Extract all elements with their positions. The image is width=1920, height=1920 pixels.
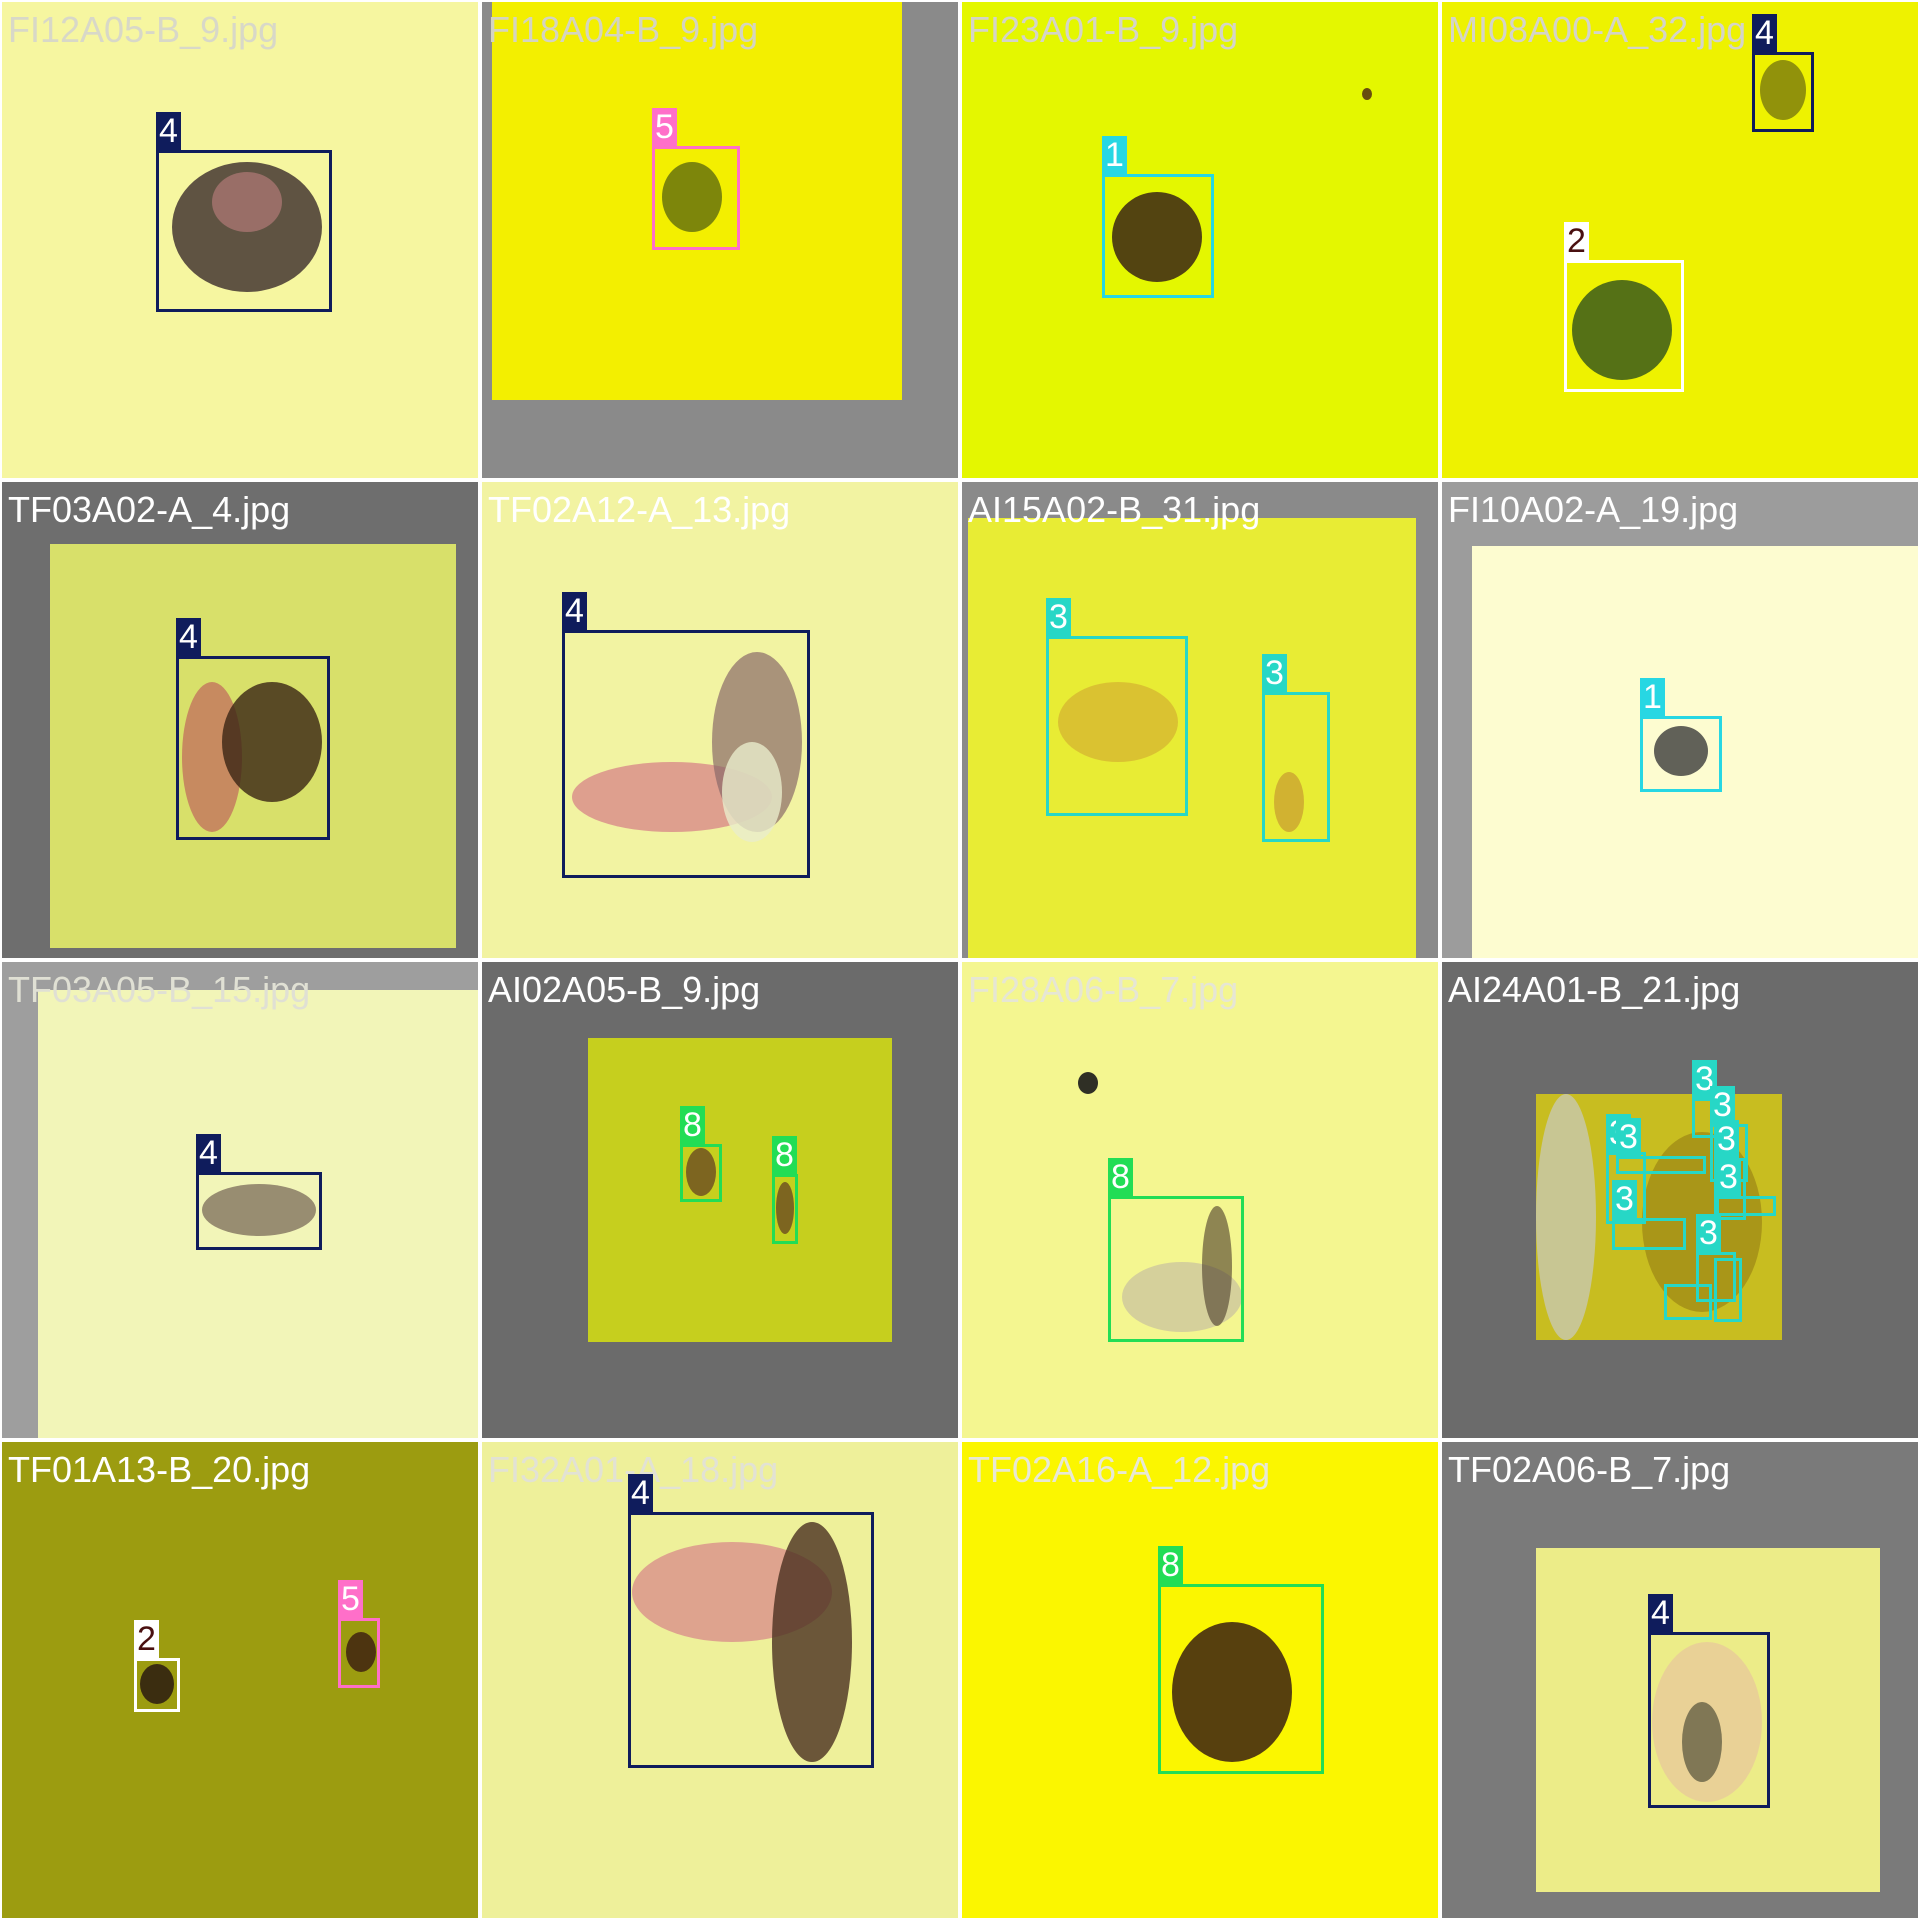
detection-class-label: 3 (1716, 1158, 1741, 1196)
image-tile: TF02A06-B_7.jpg 4 (1442, 1442, 1918, 1918)
detection-box (156, 150, 332, 312)
detection-class-label: 3 (1046, 598, 1071, 636)
detection-box (1262, 692, 1330, 842)
detection-box (628, 1512, 874, 1768)
detection-class-label: 3 (1612, 1180, 1637, 1218)
detection-class-label: 8 (772, 1136, 797, 1174)
detection-class-label: 3 (1710, 1086, 1735, 1124)
sticky-trap-photo (1442, 2, 1918, 478)
detection-class-label: 4 (1752, 14, 1777, 52)
insect-specimen (1362, 88, 1372, 100)
image-tile: FI12A05-B_9.jpg 4 (2, 2, 478, 478)
detection-box (1640, 716, 1722, 792)
sticky-trap-photo (588, 1038, 892, 1342)
image-tile: AI15A02-B_31.jpg 3 3 (962, 482, 1438, 958)
image-tile: FI10A02-A_19.jpg 1 (1442, 482, 1918, 958)
detection-box (1752, 52, 1814, 132)
image-tile: TF03A05-B_15.jpg 4 (2, 962, 478, 1438)
detection-class-label: 4 (196, 1134, 221, 1172)
detection-box (562, 630, 810, 878)
detection-box (1108, 1196, 1244, 1342)
detection-box (134, 1658, 180, 1712)
tile-filename: AI24A01-B_21.jpg (1448, 970, 1740, 1010)
detection-class-label: 2 (134, 1620, 159, 1658)
image-tile: FI28A06-B_7.jpg 8 (962, 962, 1438, 1438)
tile-filename: TF02A06-B_7.jpg (1448, 1450, 1730, 1490)
detection-box (338, 1618, 380, 1688)
detection-class-label: 1 (1640, 678, 1665, 716)
tile-filename: FI18A04-B_9.jpg (488, 10, 758, 50)
detection-class-label: 2 (1564, 222, 1589, 260)
detection-box (1612, 1218, 1686, 1250)
image-tile: TF02A12-A_13.jpg 4 (482, 482, 958, 958)
detection-class-label: 3 (1696, 1214, 1721, 1252)
tile-filename: TF01A13-B_20.jpg (8, 1450, 310, 1490)
detection-class-label: 8 (680, 1106, 705, 1144)
image-tile: AI24A01-B_21.jpg33333333 (1442, 962, 1918, 1438)
detection-box (680, 1144, 722, 1202)
detection-class-label: 3 (1262, 654, 1287, 692)
detection-box (1564, 260, 1684, 392)
detection-class-label: 4 (1648, 1594, 1673, 1632)
tile-filename: TF03A02-A_4.jpg (8, 490, 290, 530)
detection-box (1664, 1284, 1712, 1320)
detection-box (652, 146, 740, 250)
image-tile: FI23A01-B_9.jpg 1 (962, 2, 1438, 478)
detection-class-label: 4 (176, 618, 201, 656)
detection-class-label: 5 (652, 108, 677, 146)
detection-box (1616, 1156, 1706, 1174)
tile-filename: FI23A01-B_9.jpg (968, 10, 1238, 50)
tile-filename: TF02A16-A_12.jpg (968, 1450, 1270, 1490)
tile-filename: TF02A12-A_13.jpg (488, 490, 790, 530)
image-tile: TF02A16-A_12.jpg 8 (962, 1442, 1438, 1918)
image-tile: TF01A13-B_20.jpg 2 5 (2, 1442, 478, 1918)
detection-box (1102, 174, 1214, 298)
tile-filename: TF03A05-B_15.jpg (8, 970, 310, 1010)
tile-filename: FI10A02-A_19.jpg (1448, 490, 1738, 530)
tile-filename: FI28A06-B_7.jpg (968, 970, 1238, 1010)
detection-box (1158, 1584, 1324, 1774)
detection-class-label: 3 (1616, 1118, 1641, 1156)
detection-box (1714, 1258, 1742, 1322)
image-tile: MI08A00-A_32.jpg 4 2 (1442, 2, 1918, 478)
detection-class-label: 3 (1714, 1120, 1739, 1158)
sticky-trap-photo (968, 518, 1416, 958)
tile-filename: FI12A05-B_9.jpg (8, 10, 278, 50)
detection-box (1648, 1632, 1770, 1808)
tile-filename: AI15A02-B_31.jpg (968, 490, 1260, 530)
insect-specimen (1536, 1094, 1596, 1340)
image-tile: AI02A05-B_9.jpg 8 8 (482, 962, 958, 1438)
detection-class-label: 1 (1102, 136, 1127, 174)
insect-specimen (1078, 1072, 1098, 1094)
detection-box (196, 1172, 322, 1250)
detection-box (1046, 636, 1188, 816)
image-tile: FI32A01-A_18.jpg 4 (482, 1442, 958, 1918)
image-tile: TF03A02-A_4.jpg 4 (2, 482, 478, 958)
detection-box (176, 656, 330, 840)
image-tile: FI18A04-B_9.jpg 5 (482, 2, 958, 478)
detection-class-label: 8 (1108, 1158, 1133, 1196)
detection-box (772, 1174, 798, 1244)
detection-class-label: 4 (562, 592, 587, 630)
detection-class-label: 5 (338, 1580, 363, 1618)
detection-box (1716, 1196, 1776, 1216)
tile-filename: MI08A00-A_32.jpg (1448, 10, 1746, 50)
detection-class-label: 8 (1158, 1546, 1183, 1584)
tile-filename: AI02A05-B_9.jpg (488, 970, 760, 1010)
detection-class-label: 4 (628, 1474, 653, 1512)
sticky-trap-photo (2, 1442, 478, 1918)
detection-class-label: 4 (156, 112, 181, 150)
